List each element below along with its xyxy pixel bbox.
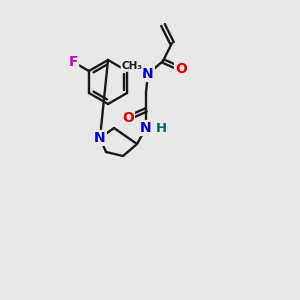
- Text: H: H: [155, 122, 167, 134]
- Text: O: O: [175, 62, 187, 76]
- Text: O: O: [122, 111, 134, 125]
- Text: N: N: [140, 121, 152, 135]
- Text: N: N: [142, 67, 154, 81]
- Text: CH₃: CH₃: [122, 61, 142, 71]
- Text: F: F: [69, 55, 78, 69]
- Text: N: N: [94, 131, 106, 145]
